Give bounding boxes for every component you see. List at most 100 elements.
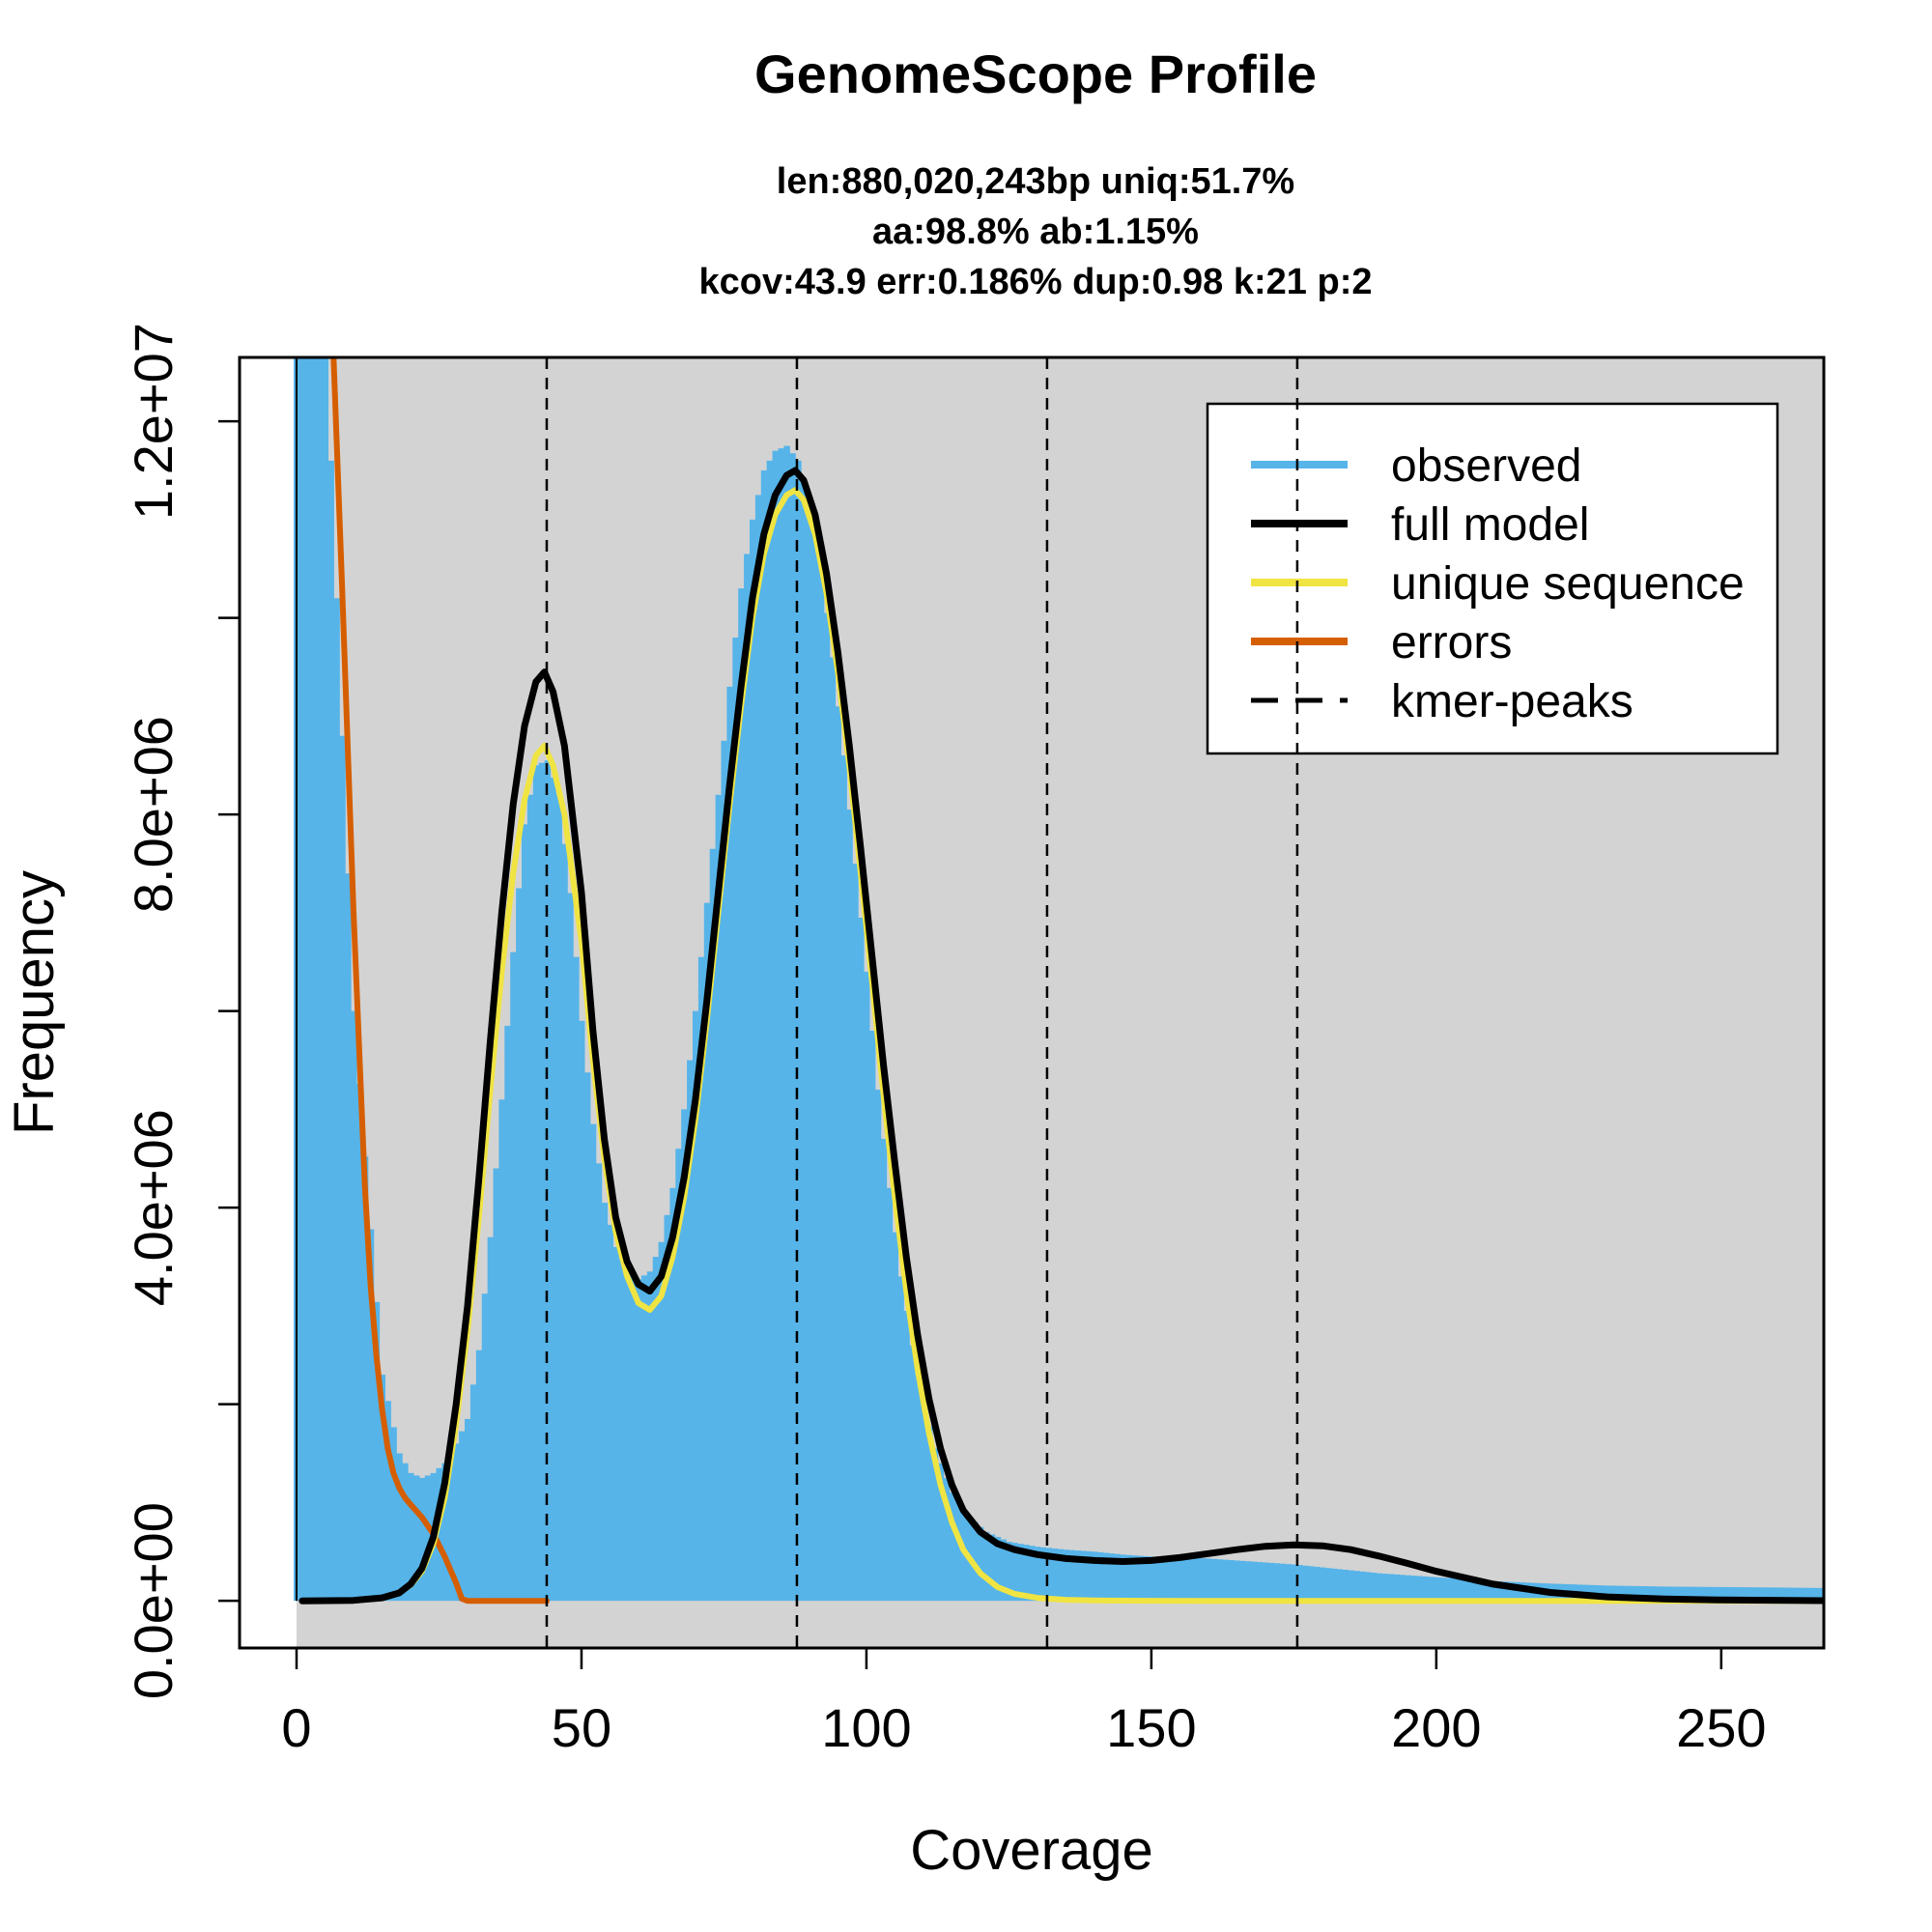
- observed-bar: [1495, 1581, 1503, 1602]
- observed-bar: [726, 686, 733, 1602]
- observed-bar: [1291, 1564, 1297, 1602]
- observed-bar: [1809, 1587, 1816, 1602]
- observed-bar: [1416, 1576, 1423, 1602]
- observed-bar: [1251, 1561, 1258, 1602]
- observed-bar: [361, 1156, 369, 1602]
- observed-bar: [1273, 1563, 1281, 1602]
- observed-bar: [1348, 1570, 1354, 1602]
- observed-bar: [1057, 1548, 1065, 1602]
- observed-bar: [481, 1293, 489, 1602]
- observed-histogram: [294, 357, 1824, 1602]
- observed-bar: [892, 1232, 898, 1602]
- observed-bar: [561, 843, 568, 1602]
- series-line-errors: [330, 357, 550, 1605]
- observed-bar: [806, 499, 813, 1602]
- observed-bar: [1467, 1579, 1474, 1602]
- observed-bar: [1210, 1558, 1218, 1602]
- observed-bar: [732, 637, 739, 1602]
- observed-bar: [829, 657, 837, 1602]
- observed-bar: [664, 1214, 670, 1602]
- observed-bar: [744, 554, 751, 1602]
- observed-bar: [982, 1531, 990, 1602]
- y-axis-label: Frequency: [3, 870, 66, 1135]
- observed-bar: [789, 453, 796, 1602]
- observed-bar: [1450, 1577, 1458, 1602]
- observed-bar: [1621, 1585, 1629, 1602]
- plot-area: [294, 357, 1824, 1605]
- observed-bar: [1387, 1574, 1395, 1602]
- y-tick-label: 4.0e+06: [123, 1109, 184, 1306]
- observed-bar: [823, 612, 831, 1602]
- x-tick-label: 250: [1676, 1697, 1766, 1758]
- observed-bar: [618, 1259, 625, 1602]
- observed-bar: [1080, 1550, 1087, 1602]
- observed-bar: [681, 1109, 688, 1602]
- observed-bar: [1000, 1539, 1008, 1602]
- legend: observed full model unique sequence errors k…: [1206, 402, 1779, 755]
- observed-bar: [1017, 1544, 1024, 1602]
- observed-bar: [384, 1401, 391, 1602]
- legend-label-errors: errors: [1391, 617, 1512, 668]
- observed-bar: [1029, 1546, 1036, 1602]
- observed-bar: [339, 735, 346, 1602]
- series-line-full-model: [298, 467, 1824, 1605]
- observed-bar: [646, 1271, 654, 1602]
- observed-bar: [954, 1500, 961, 1602]
- x-tick-label: 50: [552, 1697, 611, 1758]
- observed-bar: [1438, 1577, 1446, 1602]
- observed-bar: [925, 1426, 933, 1602]
- observed-bar: [579, 1020, 585, 1602]
- x-tick-label: 150: [1106, 1697, 1196, 1758]
- observed-bar: [1769, 1587, 1776, 1602]
- observed-bar: [1153, 1556, 1161, 1602]
- observed-bar: [1604, 1585, 1611, 1602]
- observed-bar: [1758, 1587, 1765, 1602]
- observed-bar: [355, 1083, 363, 1602]
- observed-bar: [1114, 1553, 1122, 1602]
- chart-subtitle-line-2: aa:98.8% ab:1.15%: [872, 212, 1199, 252]
- observed-bar: [801, 480, 808, 1602]
- observed-bar: [703, 902, 711, 1602]
- observed-bar: [1376, 1573, 1383, 1602]
- observed-bar: [1319, 1567, 1326, 1602]
- observed-bar: [493, 1168, 500, 1602]
- observed-bar: [1764, 1587, 1771, 1602]
- observed-bar: [1815, 1587, 1822, 1602]
- observed-bar: [1096, 1551, 1104, 1602]
- observed-bar: [304, 357, 312, 1602]
- observed-bar: [1405, 1575, 1411, 1602]
- observed-bar: [1707, 1586, 1714, 1602]
- observed-bar: [567, 893, 574, 1602]
- observed-bar: [1804, 1587, 1810, 1602]
- observed-bar: [624, 1271, 631, 1602]
- legend-label-kmer-peaks: kmer-peaks: [1391, 676, 1634, 727]
- observed-bar: [880, 1138, 888, 1602]
- observed-bar: [532, 765, 540, 1602]
- observed-bar: [322, 357, 329, 1602]
- observed-bar: [1051, 1548, 1059, 1602]
- observed-bar: [612, 1246, 619, 1602]
- observed-bar: [544, 760, 552, 1602]
- observed-bar: [1308, 1566, 1315, 1602]
- legend-label-observed: observed: [1391, 440, 1581, 492]
- observed-bar: [498, 1099, 505, 1602]
- observed-bar: [1780, 1587, 1788, 1602]
- chart-subtitle-line-1: len:880,020,243bp uniq:51.7%: [777, 161, 1294, 202]
- observed-bar: [697, 956, 705, 1602]
- observed-bar: [692, 1010, 699, 1602]
- observed-bar: [858, 917, 865, 1602]
- observed-bar: [1279, 1563, 1287, 1602]
- observed-bar: [1011, 1543, 1018, 1602]
- observed-bar: [1137, 1555, 1144, 1602]
- chart-subtitle-line-3: kcov:43.9 err:0.186% dup:0.98 k:21 p:2: [698, 262, 1372, 302]
- observed-bar: [607, 1224, 614, 1602]
- observed-bar: [327, 460, 334, 1602]
- observed-bar: [1729, 1587, 1737, 1602]
- observed-bar: [396, 1453, 403, 1602]
- observed-bar: [1490, 1580, 1497, 1602]
- observed-bar: [345, 873, 352, 1602]
- observed-bar: [1712, 1586, 1719, 1602]
- observed-bar: [1690, 1586, 1696, 1602]
- observed-bar: [1131, 1555, 1138, 1602]
